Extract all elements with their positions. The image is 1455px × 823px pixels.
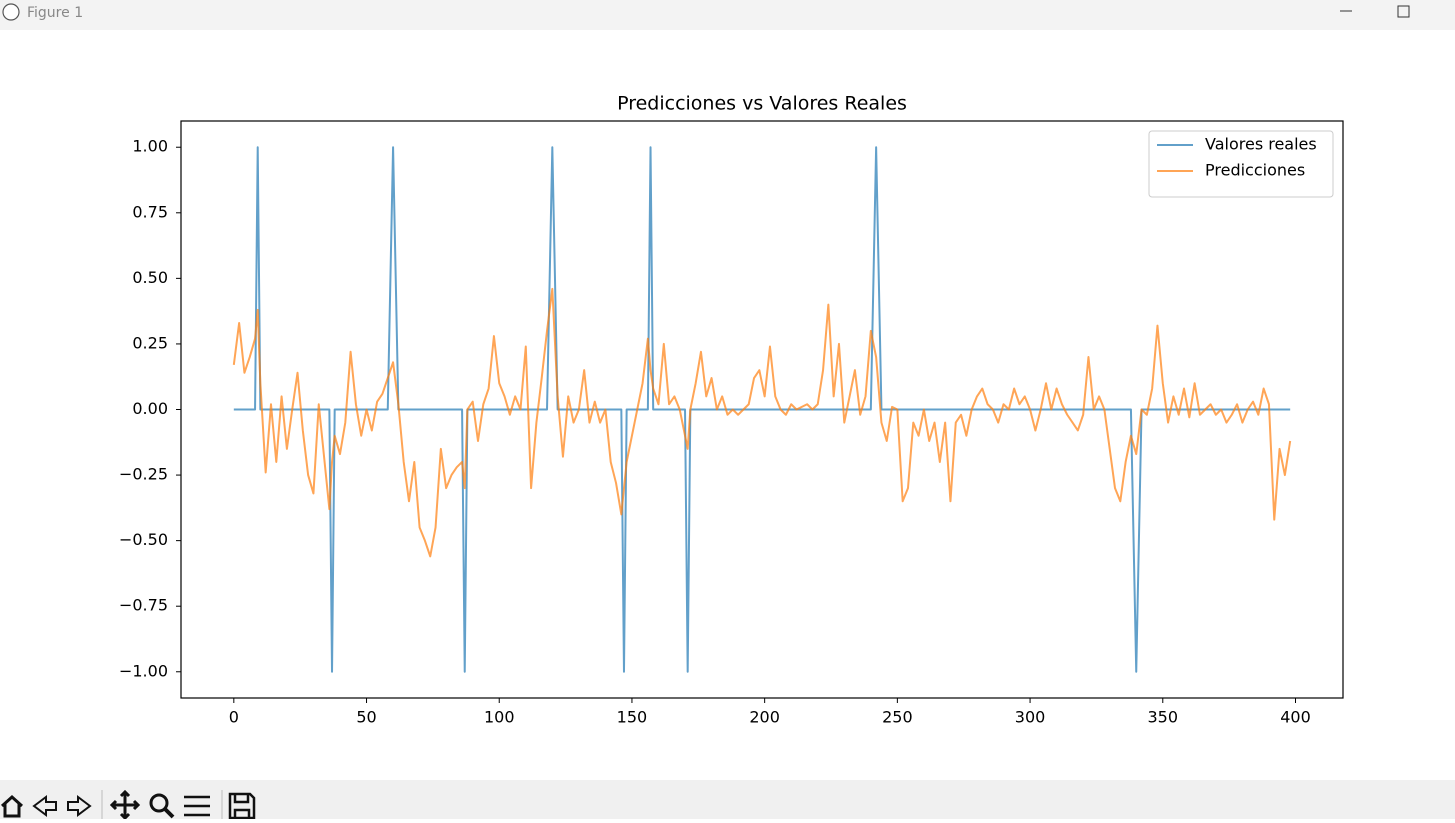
configure-button[interactable] bbox=[184, 795, 210, 817]
y-tick-label: 1.00 bbox=[132, 137, 168, 156]
x-tick-label: 350 bbox=[1148, 708, 1179, 727]
x-tick-label: 150 bbox=[617, 708, 648, 727]
x-tick-label: 400 bbox=[1280, 708, 1311, 727]
legend-box bbox=[1148, 130, 1334, 198]
legend-label: Predicciones bbox=[1205, 161, 1305, 180]
maximize-button[interactable] bbox=[1397, 5, 1410, 18]
x-tick-label: 250 bbox=[882, 708, 913, 727]
y-tick-label: 0.25 bbox=[132, 333, 168, 352]
pan-button[interactable] bbox=[109, 789, 141, 821]
x-tick-label: 50 bbox=[356, 708, 376, 727]
window-title: Figure 1 bbox=[27, 5, 83, 21]
y-tick-label: −0.50 bbox=[119, 530, 168, 549]
plot-frame bbox=[180, 120, 1344, 699]
app-icon bbox=[2, 3, 20, 21]
figure: Predicciones vs Valores Reales 1.00 0.75 0… bbox=[119, 93, 1344, 727]
legend-label: Valores reales bbox=[1205, 135, 1317, 154]
save-button[interactable] bbox=[228, 792, 256, 820]
series-line bbox=[232, 287, 1292, 558]
title-bar bbox=[0, 0, 1455, 30]
y-tick-label: −1.00 bbox=[119, 661, 168, 680]
x-tick-label: 300 bbox=[1015, 708, 1046, 727]
forward-button[interactable] bbox=[67, 795, 92, 817]
zoom-button[interactable] bbox=[149, 793, 169, 813]
series-line bbox=[233, 146, 1291, 673]
y-tick-label: 0.50 bbox=[132, 268, 168, 287]
x-tick-label: 0 bbox=[229, 708, 239, 727]
x-tick-label: 100 bbox=[484, 708, 515, 727]
legend: Valores reales Predicciones bbox=[1148, 130, 1334, 198]
back-button[interactable] bbox=[32, 795, 57, 817]
toolbar bbox=[0, 780, 1455, 819]
y-tick-label: −0.75 bbox=[119, 596, 168, 615]
y-tick-label: 0.00 bbox=[132, 399, 168, 418]
y-tick-label: 0.75 bbox=[132, 202, 168, 221]
toolbar-icons bbox=[0, 789, 256, 821]
zoom-handle bbox=[163, 807, 175, 819]
chart-title: Predicciones vs Valores Reales bbox=[617, 93, 907, 115]
y-tick-label: −0.25 bbox=[119, 465, 168, 484]
x-tick-label: 200 bbox=[749, 708, 780, 727]
home-button[interactable] bbox=[0, 794, 24, 818]
